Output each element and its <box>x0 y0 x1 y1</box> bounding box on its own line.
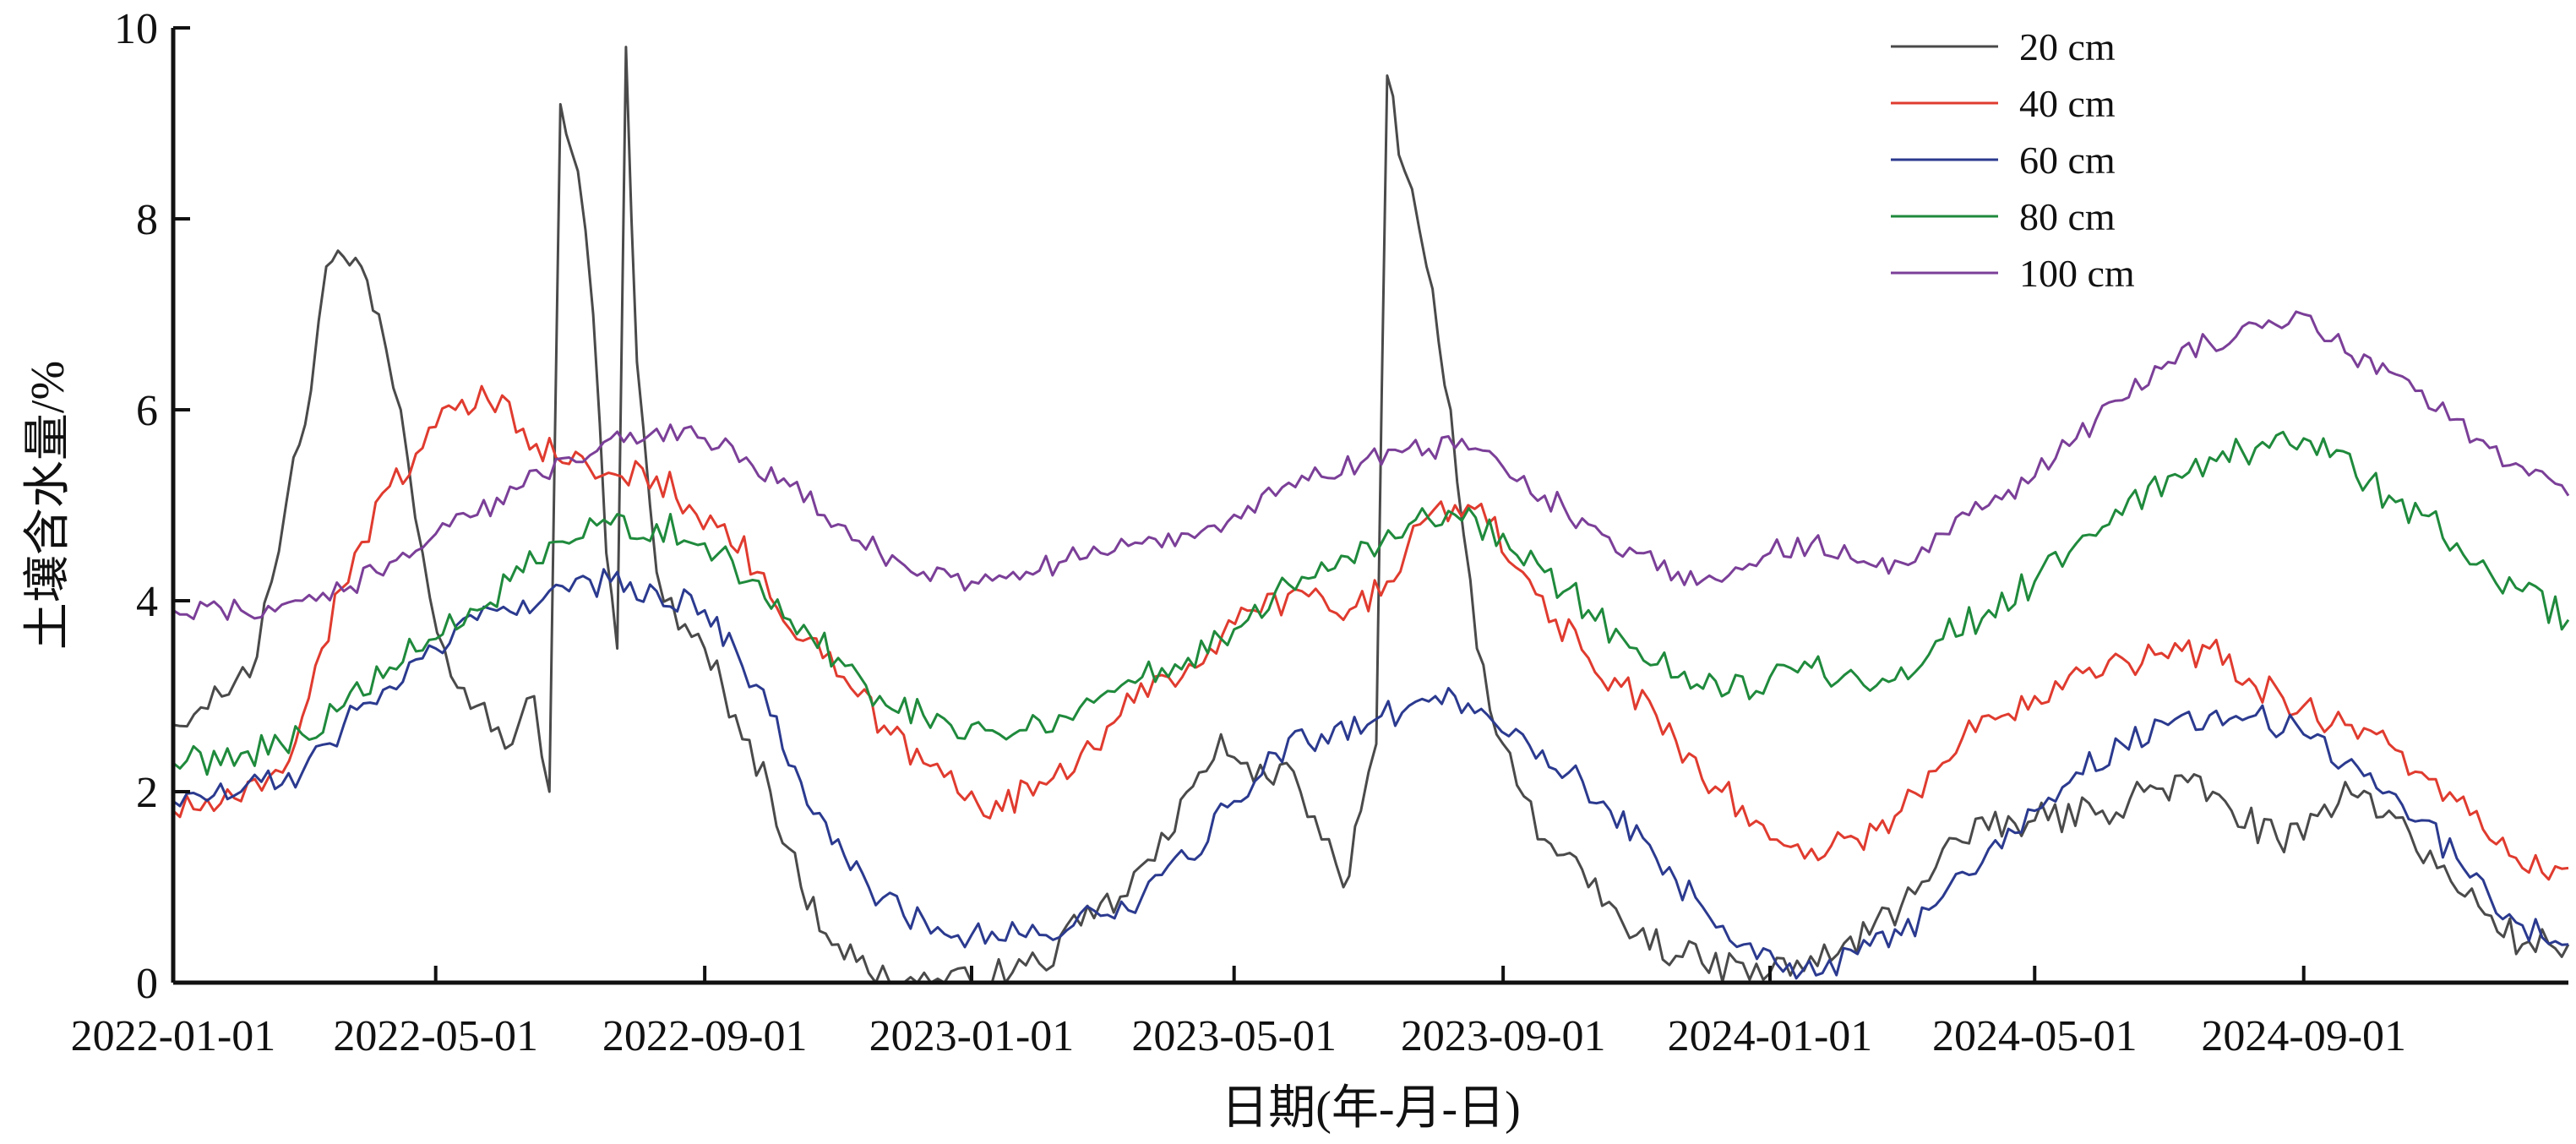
legend-label: 40 cm <box>2019 82 2116 125</box>
y-tick-label: 2 <box>136 769 158 817</box>
series-line-80cm <box>172 430 2570 776</box>
y-tick-label: 4 <box>136 578 158 626</box>
y-axis-ticks: 0 2 4 6 8 10 <box>114 5 190 1008</box>
y-axis-title: 土壤含水量/% <box>22 361 74 650</box>
series-line-20cm <box>172 46 2570 984</box>
x-tick-label: 2022-09-01 <box>602 1012 808 1060</box>
y-tick-label: 8 <box>136 196 158 244</box>
x-tick-label: 2023-09-01 <box>1401 1012 1606 1060</box>
x-tick-label: 2023-05-01 <box>1131 1012 1337 1060</box>
legend-label: 80 cm <box>2019 195 2116 238</box>
x-axis-title: 日期(年-月-日) <box>1221 1082 1521 1135</box>
series-line-40cm <box>172 384 2569 881</box>
plot-area <box>172 46 2570 984</box>
y-tick-label: 6 <box>136 387 158 435</box>
x-tick-label: 2022-01-01 <box>71 1012 276 1060</box>
series-line-100cm <box>172 310 2570 621</box>
y-tick-label: 0 <box>136 960 158 1008</box>
x-tick-label: 2022-05-01 <box>333 1012 538 1060</box>
x-tick-label: 2024-05-01 <box>1932 1012 2138 1060</box>
y-tick-label: 10 <box>114 5 158 53</box>
legend-label: 20 cm <box>2019 25 2116 68</box>
x-tick-label: 2023-01-01 <box>869 1012 1075 1060</box>
legend-label: 100 cm <box>2019 252 2135 295</box>
legend-label: 60 cm <box>2019 139 2116 182</box>
x-tick-label: 2024-01-01 <box>1668 1012 1873 1060</box>
legend: 20 cm 40 cm 60 cm 80 cm 100 cm <box>1891 25 2135 295</box>
x-tick-label: 2024-09-01 <box>2201 1012 2406 1060</box>
series-line-60cm <box>172 568 2569 980</box>
x-axis-ticks: 2022-01-01 2022-05-01 2022-09-01 2023-01-01… <box>71 966 2406 1060</box>
